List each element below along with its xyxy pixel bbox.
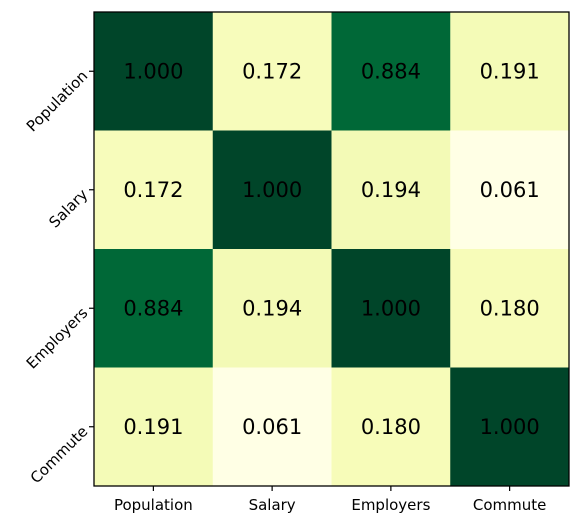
cell-value-label: 0.172 — [242, 59, 302, 83]
heatmap-cell — [331, 367, 451, 487]
heatmap-cell-labels: 1.000 0.172 0.884 0.191 0.172 1.000 0.194 0.061… — [123, 59, 539, 439]
heatmap-cell — [212, 130, 332, 250]
cell-value-label: 0.180 — [480, 296, 540, 320]
heatmap-cell — [331, 130, 451, 250]
heatmap-cell — [450, 12, 570, 131]
y-tick-label: Population — [23, 67, 91, 135]
y-tick-label: Salary — [45, 185, 91, 231]
y-axis: Population Salary Employers Commute — [23, 67, 94, 487]
x-tick-label: Employers — [351, 496, 430, 514]
heatmap-cell — [450, 249, 570, 368]
heatmap-cell — [450, 367, 570, 487]
heatmap-cell — [94, 130, 214, 250]
x-axis: Population Salary Employers Commute — [114, 486, 546, 514]
cell-value-label: 0.061 — [480, 178, 540, 202]
heatmap-cell — [212, 367, 332, 487]
x-tick-label: Population — [114, 496, 193, 514]
cell-value-label: 0.180 — [361, 415, 421, 439]
cell-value-label: 0.194 — [361, 178, 421, 202]
cell-value-label: 1.000 — [361, 296, 421, 320]
cell-value-label: 0.191 — [123, 415, 183, 439]
cell-value-label: 0.191 — [480, 59, 540, 83]
heatmap-cell — [212, 12, 332, 131]
heatmap-cells — [94, 12, 570, 487]
heatmap-cell — [94, 12, 214, 131]
x-tick-label: Salary — [249, 496, 296, 514]
cell-value-label: 1.000 — [242, 178, 302, 202]
cell-value-label: 0.884 — [123, 296, 183, 320]
plot-frame — [93, 11, 570, 487]
heatmap-cell — [212, 249, 332, 368]
heatmap-cell — [331, 12, 451, 131]
heatmap-cell — [450, 130, 570, 250]
cell-value-label: 0.884 — [361, 59, 421, 83]
heatmap-cell — [94, 367, 214, 487]
heatmap-cell — [94, 249, 214, 368]
cell-value-label: 0.194 — [242, 296, 302, 320]
x-tick-label: Commute — [473, 496, 547, 514]
cell-value-label: 1.000 — [480, 415, 540, 439]
y-tick-label: Commute — [27, 422, 92, 487]
cell-value-label: 0.061 — [242, 415, 302, 439]
y-tick-label: Employers — [23, 304, 92, 373]
cell-value-label: 1.000 — [123, 59, 183, 83]
cell-value-label: 0.172 — [123, 178, 183, 202]
heatmap-cell — [331, 249, 451, 368]
